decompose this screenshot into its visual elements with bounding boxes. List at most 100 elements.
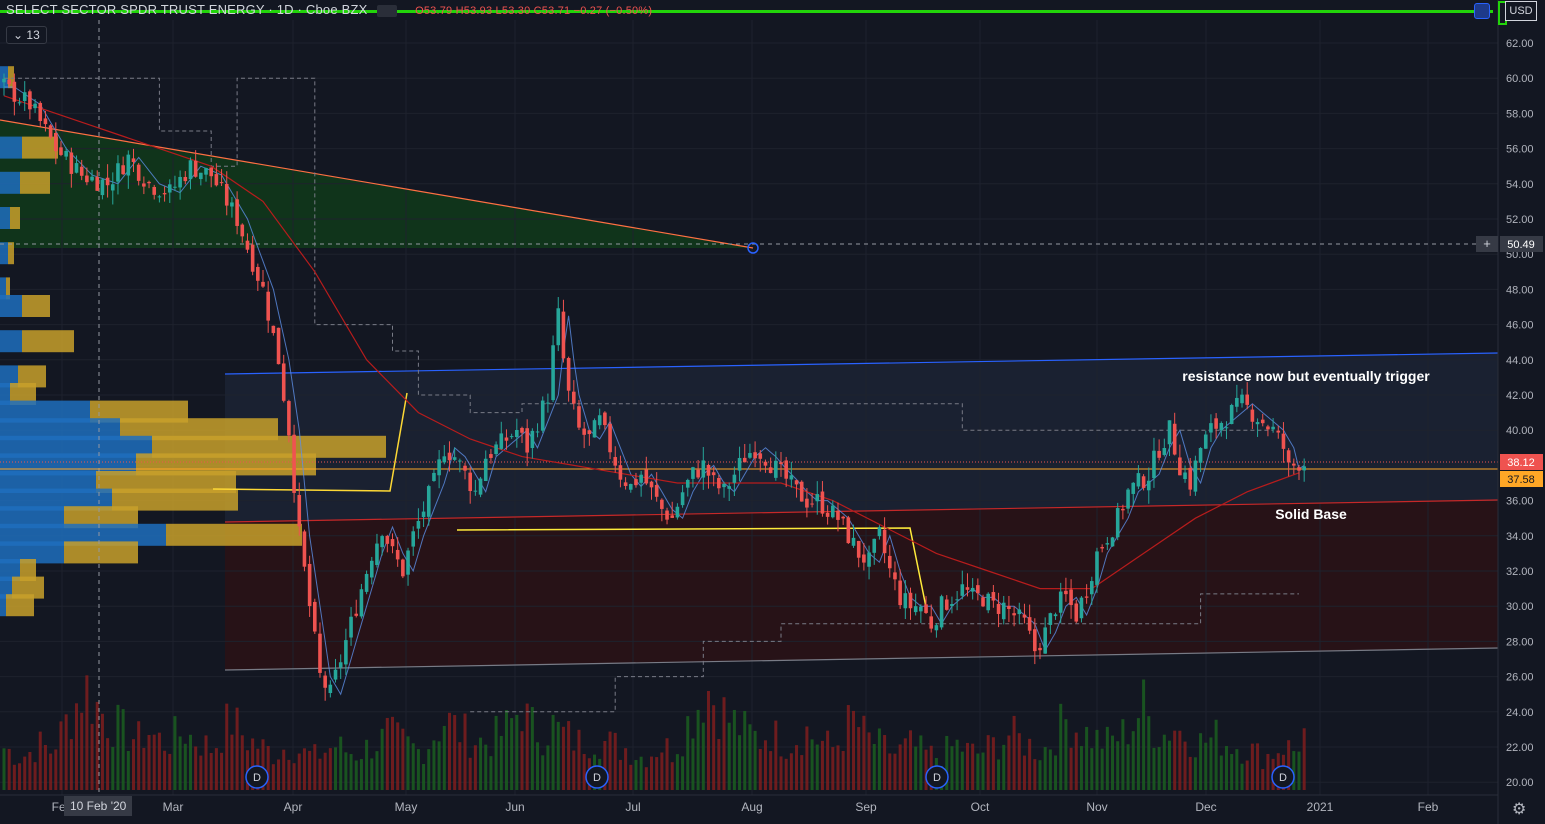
candle-body — [789, 475, 794, 480]
volume-bar — [64, 714, 68, 790]
candle-body — [349, 616, 353, 638]
resistance-trendline[interactable] — [224, 352, 1499, 375]
candle-body — [483, 458, 488, 481]
candle-body — [955, 599, 959, 601]
candle-body — [442, 456, 447, 463]
downtrend-line[interactable] — [0, 119, 754, 249]
candle-body — [1167, 420, 1172, 445]
candle-body — [1281, 433, 1286, 449]
candle-body — [188, 160, 193, 180]
candle-body — [515, 429, 519, 438]
candle-body — [670, 515, 675, 518]
base-trendline[interactable] — [224, 499, 1499, 523]
volume-bar — [95, 701, 99, 790]
volume-bar — [54, 749, 58, 790]
volume-bar — [536, 742, 540, 790]
volume-bar — [292, 763, 296, 790]
volume-bar — [1292, 751, 1296, 790]
candle-body — [732, 474, 737, 483]
candle-body — [1178, 457, 1182, 476]
volume-bar — [422, 763, 426, 790]
candle-body — [369, 560, 374, 578]
volume-bar — [789, 753, 793, 790]
y-tick-label: 40.00 — [1506, 425, 1534, 437]
volume-bar — [85, 675, 89, 790]
candle-body — [717, 477, 721, 489]
object-tree-icon[interactable] — [1474, 3, 1490, 19]
candle-body — [385, 535, 390, 544]
candle-body — [7, 79, 11, 85]
candle-body — [701, 460, 706, 478]
drawings[interactable] — [0, 20, 1499, 795]
x-tick-label: Feb — [1418, 800, 1439, 814]
candle-body — [685, 479, 690, 488]
volume-bar — [670, 762, 674, 790]
candle-body — [603, 412, 607, 426]
volume-bar — [365, 739, 369, 790]
volume-bar — [499, 735, 503, 790]
candle-body — [1286, 450, 1291, 463]
volume-bar — [163, 750, 167, 790]
candle-body — [468, 472, 472, 492]
candles[interactable] — [2, 73, 1306, 701]
indicator-collapse-button[interactable]: ⌄ 13 — [6, 26, 47, 44]
x-tick-label: Oct — [971, 800, 990, 814]
symbol-header[interactable]: SELECT SECTOR SPDR TRUST ENERGY · 1D · C… — [6, 2, 652, 17]
price-axis[interactable] — [1498, 0, 1545, 824]
volume-bar — [230, 734, 234, 790]
volume-bar — [1178, 730, 1182, 790]
eye-icon[interactable] — [377, 4, 398, 17]
volume-bar — [463, 713, 467, 790]
gear-icon[interactable]: ⚙ — [1512, 801, 1527, 818]
candle-body — [458, 460, 462, 462]
candle-body — [774, 460, 778, 478]
candle-body — [406, 550, 410, 575]
volume-bar — [106, 738, 110, 790]
dividend-marker — [245, 765, 269, 789]
candle-body — [587, 430, 592, 435]
volume-bar — [655, 757, 659, 790]
currency-button[interactable]: USD — [1505, 1, 1537, 21]
profile-bar-buy — [0, 418, 120, 441]
candle-body — [618, 465, 623, 480]
support-trendline[interactable] — [224, 647, 1499, 671]
yellow-breakout-line[interactable] — [212, 392, 408, 492]
stop-step-line — [4, 77, 1299, 713]
candle-body — [887, 555, 892, 569]
volume-bar — [1266, 753, 1270, 790]
candle-body — [395, 549, 400, 560]
volume-bar — [717, 739, 721, 790]
last-price-tag: 38.12 — [1500, 454, 1543, 470]
volume-bar — [909, 730, 912, 790]
y-tick-label: 30.00 — [1506, 601, 1534, 613]
volume-bar — [546, 745, 550, 790]
candle-body — [1058, 591, 1063, 613]
volume-bar — [1064, 719, 1068, 790]
candle-body — [1038, 647, 1042, 651]
candle-body — [250, 244, 255, 272]
volume-bar — [826, 730, 830, 790]
candle-body — [934, 625, 939, 631]
volume-bar — [696, 709, 700, 790]
volume-bar — [287, 759, 291, 790]
x-tick-label: 2021 — [1307, 800, 1334, 814]
candle-body — [1027, 617, 1032, 631]
candle-body — [38, 102, 43, 122]
candle-body — [69, 152, 74, 174]
volume-bar — [675, 754, 679, 790]
chevron-icon: ⌄ — [13, 28, 27, 42]
trendline-anchor[interactable] — [747, 242, 759, 254]
candle-body — [722, 483, 726, 488]
volume-bar — [458, 742, 462, 790]
volume-bar — [7, 748, 11, 790]
profile-bar-buy — [0, 277, 6, 300]
symbol-title[interactable]: SELECT SECTOR SPDR TRUST ENERGY · 1D · C… — [6, 2, 368, 17]
volume-bar — [706, 690, 710, 790]
candle-body — [1007, 605, 1011, 609]
volume-bar — [1188, 756, 1192, 790]
yellow-base-line[interactable] — [456, 527, 928, 613]
volume-bar — [349, 754, 353, 790]
candle-body — [779, 462, 783, 465]
